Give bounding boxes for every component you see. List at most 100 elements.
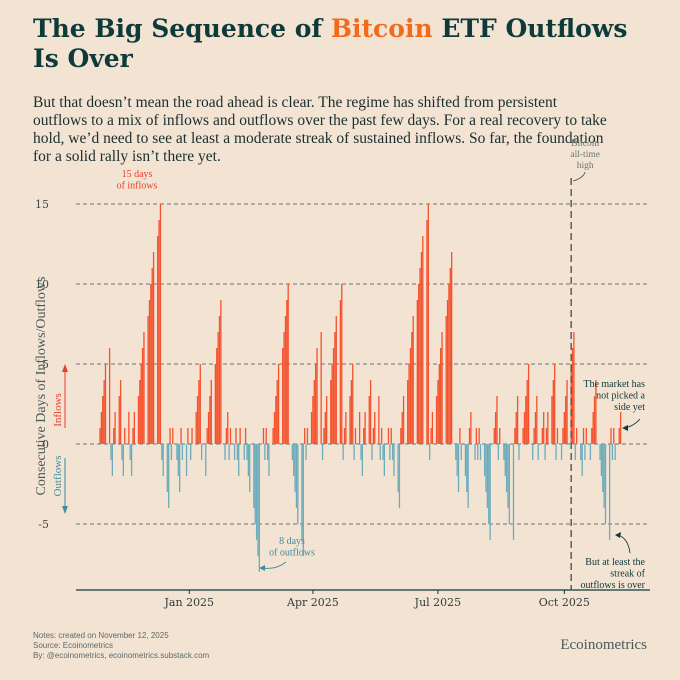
inflow-bar bbox=[610, 428, 612, 444]
inflow-bar bbox=[191, 428, 193, 444]
outflow-bar bbox=[393, 444, 395, 476]
outflow-bar bbox=[580, 444, 582, 460]
outflow-bar bbox=[602, 444, 604, 492]
outflow-bar bbox=[224, 444, 226, 460]
inflow-bar bbox=[422, 236, 424, 444]
inflow-bar bbox=[199, 364, 201, 444]
inflow-bar bbox=[475, 428, 478, 444]
outflow-bar bbox=[305, 444, 307, 460]
inflow-bar bbox=[411, 332, 413, 444]
inflow-bar bbox=[210, 380, 212, 444]
outflow-bar bbox=[614, 444, 616, 460]
inflow-bar bbox=[493, 428, 495, 444]
inflow-bar bbox=[265, 428, 267, 444]
inflow-bar bbox=[533, 428, 535, 444]
inflow-bar bbox=[573, 332, 575, 444]
outflow-bar bbox=[266, 444, 269, 460]
annotation-streak-over: outflows is over bbox=[581, 580, 646, 591]
outflow-bar bbox=[584, 444, 586, 460]
inflow-bar bbox=[613, 428, 615, 444]
inflow-bar bbox=[324, 412, 326, 444]
inflow-bar bbox=[312, 396, 314, 444]
outflow-bar bbox=[353, 444, 355, 460]
outflow-bar bbox=[497, 444, 500, 460]
outflow-bar bbox=[389, 444, 391, 460]
inflow-bar bbox=[140, 364, 142, 444]
outflow-bar bbox=[483, 444, 486, 476]
inflow-bar bbox=[100, 412, 103, 444]
inflow-bar bbox=[418, 284, 420, 444]
inflow-bar bbox=[522, 428, 524, 444]
outflow-bar bbox=[383, 444, 385, 476]
outflow-bar bbox=[603, 444, 605, 508]
inflow-bar bbox=[262, 428, 265, 444]
inflow-bar bbox=[441, 332, 443, 444]
inflow-bar bbox=[114, 412, 116, 444]
inflow-bar bbox=[592, 412, 594, 444]
xtick-label: Jan 2025 bbox=[164, 596, 215, 609]
inflow-bar bbox=[102, 396, 104, 444]
inflow-bar bbox=[427, 204, 429, 444]
inflow-bar bbox=[372, 428, 375, 444]
outflow-bar bbox=[110, 444, 112, 460]
outflow-bar bbox=[467, 444, 469, 508]
inflow-bar bbox=[437, 380, 439, 444]
outflow-bar bbox=[297, 444, 299, 524]
inflow-bar bbox=[515, 412, 517, 444]
inflow-bar bbox=[143, 332, 145, 444]
xtick-label: Oct 2025 bbox=[539, 596, 590, 609]
inflow-bar bbox=[619, 412, 622, 444]
inflow-bar bbox=[563, 412, 565, 444]
inflow-bar bbox=[286, 300, 288, 444]
inflow-bar bbox=[330, 380, 332, 444]
inflow-bar bbox=[150, 284, 152, 444]
note-created: Notes: created on November 12, 2025 bbox=[33, 631, 169, 640]
outflow-bar bbox=[503, 444, 505, 460]
inflow-bar bbox=[244, 428, 247, 444]
inflow-bar bbox=[435, 396, 438, 444]
ytick-label: -5 bbox=[38, 518, 49, 531]
outflow-bar bbox=[249, 444, 251, 492]
outflow-bar bbox=[302, 444, 304, 556]
inflow-bar bbox=[368, 396, 370, 444]
inflow-bar bbox=[412, 316, 414, 444]
inflow-bar bbox=[408, 364, 410, 444]
inflow-bar bbox=[113, 428, 115, 444]
inflow-bar bbox=[400, 428, 402, 444]
inflow-bar bbox=[545, 428, 548, 444]
inflow-bar bbox=[282, 348, 284, 444]
outflow-bar bbox=[504, 444, 506, 476]
outflow-bar bbox=[555, 444, 557, 460]
inflow-bar bbox=[227, 412, 229, 444]
annotation-no-side-arrowhead bbox=[622, 425, 628, 431]
outflow-bar bbox=[179, 444, 181, 492]
inflow-bar bbox=[374, 412, 376, 444]
inflow-bar bbox=[141, 348, 144, 444]
inflow-bar bbox=[217, 332, 219, 444]
outflow-bar bbox=[294, 444, 296, 492]
inflow-bar bbox=[275, 396, 277, 444]
outflow-bar bbox=[181, 444, 184, 460]
chart-subtitle: But that doesn’t mean the road ahead is … bbox=[33, 94, 607, 165]
inflow-bar bbox=[148, 300, 151, 444]
outflow-bar bbox=[574, 444, 576, 460]
ath-label: high bbox=[577, 161, 594, 171]
outflow-bar bbox=[505, 444, 508, 492]
outflow-bar bbox=[121, 444, 123, 460]
inflow-bar bbox=[196, 396, 199, 444]
outflow-bar bbox=[397, 444, 399, 492]
inflow-bar bbox=[323, 428, 325, 444]
xtick-label: Apr 2025 bbox=[286, 596, 339, 609]
inflow-bar bbox=[420, 252, 423, 444]
outflow-bar bbox=[129, 444, 131, 460]
outflow-bar bbox=[293, 444, 295, 476]
inflow-bar bbox=[554, 364, 556, 444]
inflow-bar bbox=[438, 364, 440, 444]
inflow-bar bbox=[284, 316, 287, 444]
inflow-bar bbox=[354, 428, 357, 444]
outflow-bar bbox=[301, 444, 303, 540]
inflow-bar bbox=[187, 428, 189, 444]
inflow-bar bbox=[387, 428, 390, 444]
outflow-bar bbox=[398, 444, 401, 508]
